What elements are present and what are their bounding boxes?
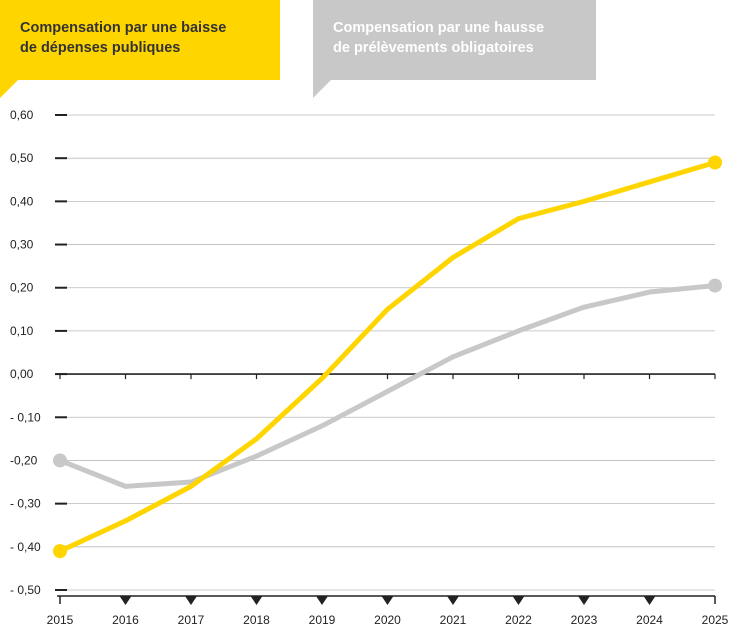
y-tick-label: - 0,40 xyxy=(10,540,41,554)
legend-yellow-line1: Compensation par une baisse xyxy=(20,20,227,36)
series-line-yellow xyxy=(57,160,718,554)
x-tick-marker xyxy=(578,596,590,605)
label-layer: 0,60 0,50 0,40 0,30 0,20 0,10 0,00 - 0,10 -0,20 -… xyxy=(10,108,729,625)
y-tick-label: -0,20 xyxy=(10,453,38,467)
legend-grey-line2: de prélèvements obligatoires xyxy=(333,40,534,56)
series-end-point-yellow xyxy=(708,155,722,170)
legend-grey-line1: Compensation par une hausse xyxy=(333,20,545,36)
y-tick-label: - 0,50 xyxy=(10,583,41,597)
x-tick-marker xyxy=(381,596,394,605)
x-tick-label: 2020 xyxy=(374,613,401,625)
series-layer xyxy=(53,155,722,559)
x-tick-label: 2015 xyxy=(47,613,74,625)
legend-yellow-box: Compensation par une baisse de dépenses … xyxy=(0,0,280,80)
x-tick-label: 2019 xyxy=(309,613,336,625)
x-tick-marker xyxy=(512,596,525,605)
y-tick-label: 0,60 xyxy=(10,108,34,122)
series-end-point-grey xyxy=(708,278,722,293)
x-tick-label: 2024 xyxy=(636,613,663,625)
legend-yellow-tail xyxy=(0,80,18,98)
x-tick-marker xyxy=(447,596,459,605)
legend-grey-box: Compensation par une hausse de prélèveme… xyxy=(313,0,596,80)
y-tick-label: 0,50 xyxy=(10,151,34,165)
legend-grey-label: Compensation par une hausse de prélèveme… xyxy=(333,18,596,58)
y-tick-label: 0,30 xyxy=(10,238,34,252)
x-tick-label: 2016 xyxy=(112,613,139,625)
series-start-point-grey xyxy=(53,453,67,468)
y-tick-label: 0,40 xyxy=(10,194,34,208)
x-tick-marker xyxy=(119,596,132,605)
x-tick-label: 2022 xyxy=(505,613,532,625)
x-tick-marker xyxy=(185,596,197,605)
x-tick-label: 2023 xyxy=(571,613,598,625)
legend-grey-tail xyxy=(313,80,331,98)
x-tick-label: 2017 xyxy=(178,613,205,625)
y-tick-label: 0,00 xyxy=(10,367,34,381)
legend-yellow-label: Compensation par une baisse de dépenses … xyxy=(20,18,280,58)
y-tick-label: - 0,30 xyxy=(10,497,41,511)
x-tick-label: 2018 xyxy=(243,613,270,625)
x-tick-marker xyxy=(643,596,656,605)
x-tick-marker xyxy=(316,596,328,605)
series-start-point-yellow xyxy=(53,544,67,559)
grid-layer xyxy=(57,114,715,591)
axis-layer xyxy=(55,114,716,605)
legend-yellow-line2: de dépenses publiques xyxy=(20,40,181,56)
y-tick-label: - 0,10 xyxy=(10,410,41,424)
x-tick-marker xyxy=(250,596,263,605)
series-line-grey xyxy=(57,283,718,489)
x-tick-label: 2025 xyxy=(702,613,729,625)
y-tick-label: 0,20 xyxy=(10,281,34,295)
x-tick-label: 2021 xyxy=(440,613,467,625)
y-tick-label: 0,10 xyxy=(10,324,34,338)
